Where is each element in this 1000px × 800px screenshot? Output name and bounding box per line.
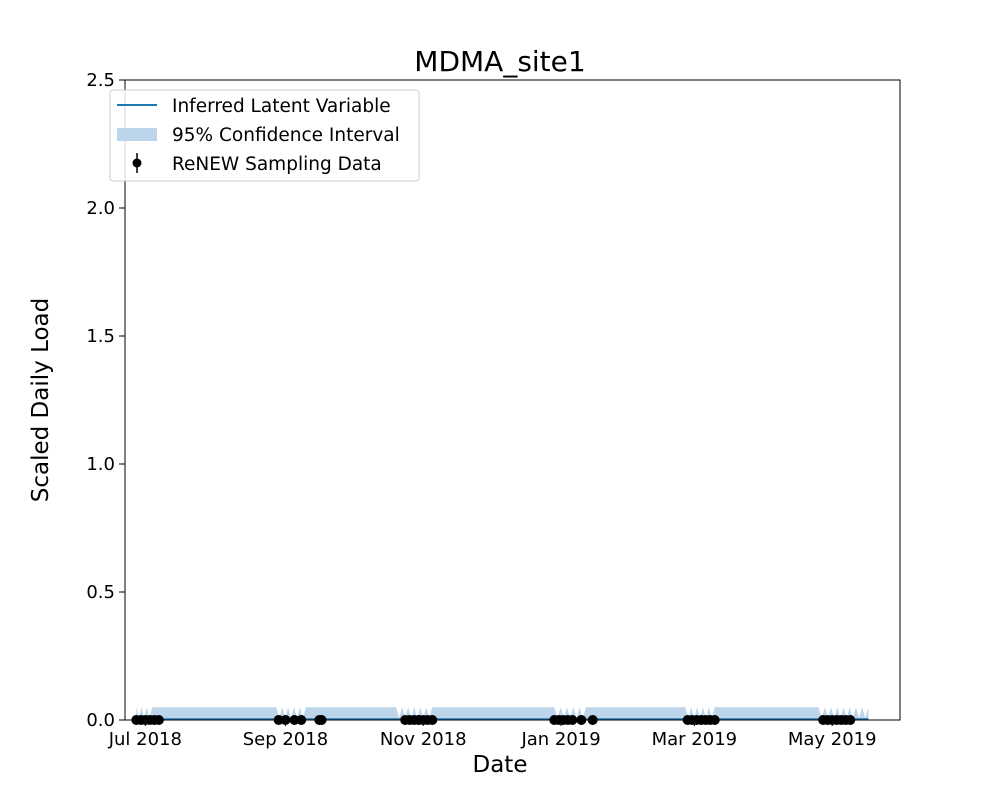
chart-title: MDMA_site1 bbox=[414, 45, 585, 78]
x-tick-label: Jan 2019 bbox=[520, 729, 600, 750]
legend-label: Inferred Latent Variable bbox=[172, 96, 391, 117]
plot-area bbox=[131, 707, 869, 725]
legend-band-swatch bbox=[117, 128, 157, 141]
confidence-band bbox=[585, 707, 686, 720]
legend-label: 95% Confidence Interval bbox=[172, 125, 400, 146]
x-tick-label: Jul 2018 bbox=[108, 729, 182, 750]
y-tick-label: 1.5 bbox=[86, 326, 115, 347]
y-axis: 0.0 0.5 1.0 1.5 2.0 2.5 bbox=[86, 70, 125, 731]
confidence-band bbox=[396, 707, 433, 720]
confidence-band bbox=[714, 707, 819, 720]
x-tick-label: May 2019 bbox=[788, 729, 877, 750]
x-tick-label: Nov 2018 bbox=[380, 729, 467, 750]
confidence-band bbox=[432, 707, 555, 720]
confidence-band bbox=[305, 707, 397, 720]
legend-marker-swatch bbox=[132, 158, 142, 168]
y-tick-label: 0.5 bbox=[86, 582, 115, 603]
x-tick-label: Mar 2019 bbox=[652, 729, 738, 750]
y-axis-label: Scaled Daily Load bbox=[28, 298, 54, 502]
y-tick-label: 0.0 bbox=[86, 710, 115, 731]
confidence-band bbox=[152, 707, 277, 720]
x-tick-label: Sep 2018 bbox=[243, 729, 328, 750]
y-tick-label: 2.5 bbox=[86, 70, 115, 91]
x-axis-label: Date bbox=[473, 752, 528, 778]
y-tick-label: 1.0 bbox=[86, 454, 115, 475]
legend-label: ReNEW Sampling Data bbox=[172, 154, 382, 175]
plot-frame bbox=[124, 79, 901, 721]
legend: Inferred Latent Variable 95% Confidence … bbox=[109, 89, 420, 182]
x-axis: Jul 2018 Sep 2018 Nov 2018 Jan 2019 Mar 2019… bbox=[108, 720, 877, 750]
y-tick-label: 2.0 bbox=[86, 198, 115, 219]
legend-box bbox=[109, 89, 420, 182]
